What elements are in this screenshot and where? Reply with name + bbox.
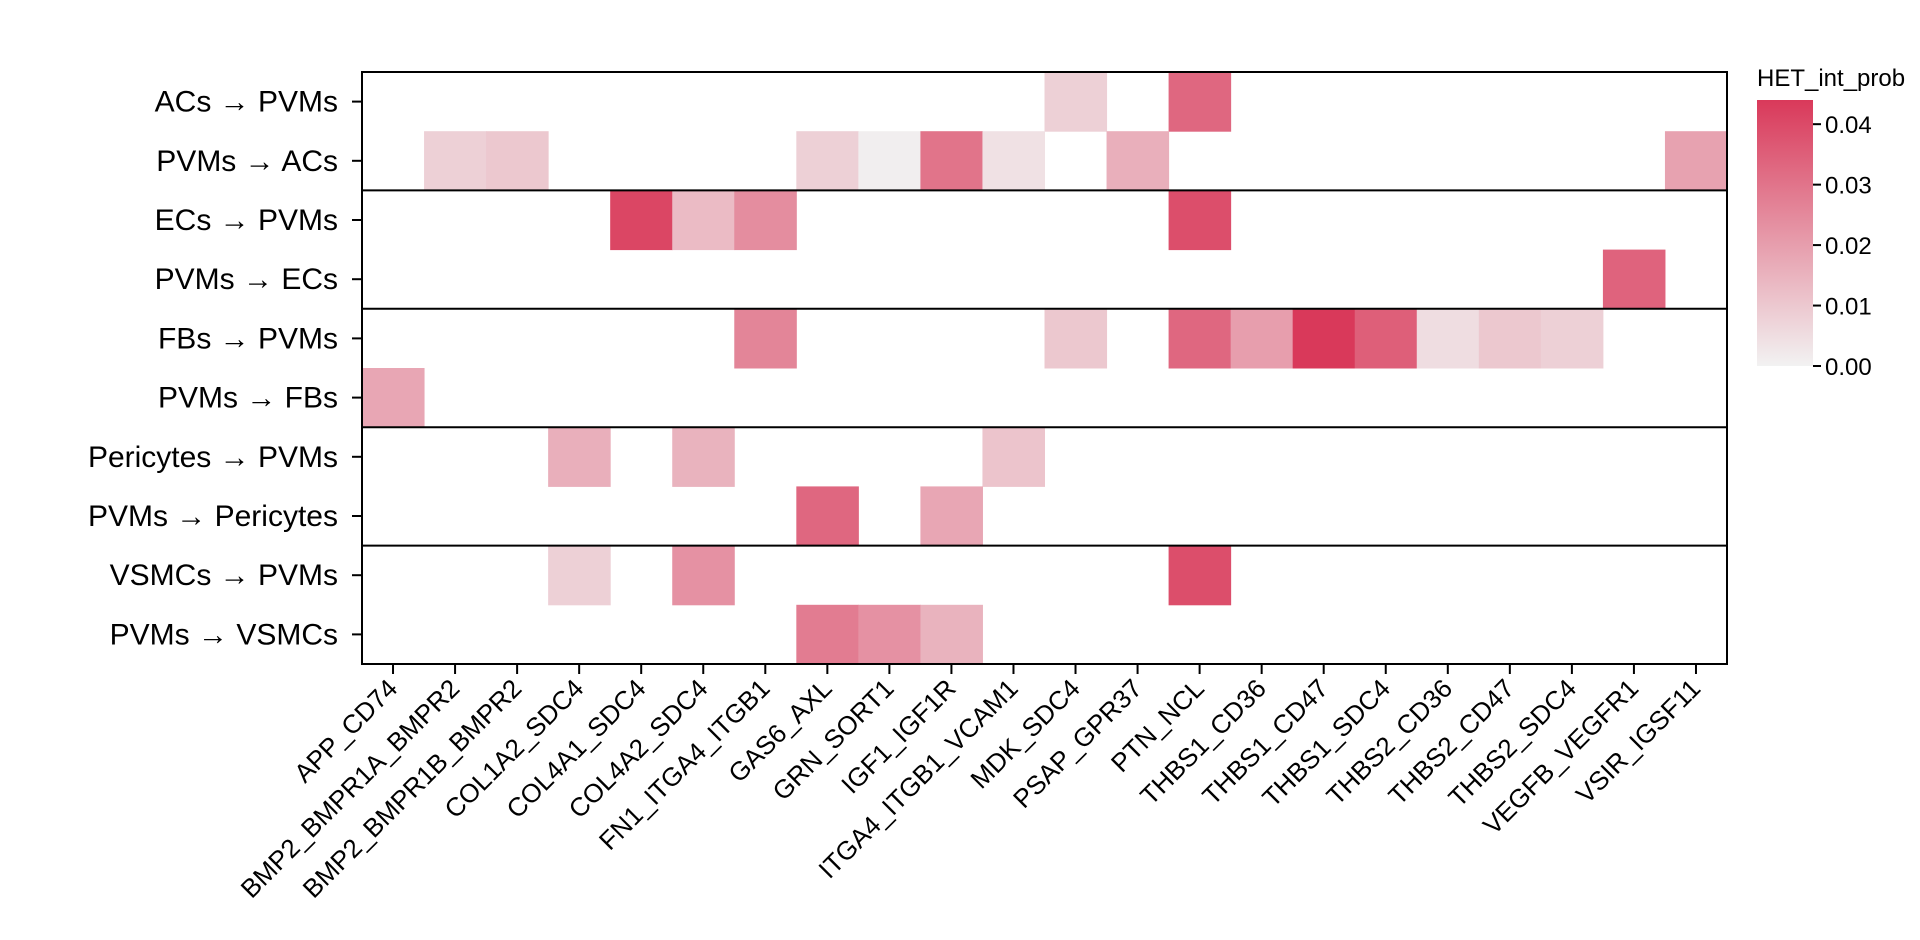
row-label: PVMs → Pericytes xyxy=(88,500,338,533)
heatmap-cell xyxy=(858,131,921,191)
heatmap-cell xyxy=(1044,308,1108,369)
row-label: VSMCs → PVMs xyxy=(110,559,338,592)
heatmap-cell xyxy=(672,190,735,251)
colorbar-legend: HET_int_prob 0.00 0.01 0.02 0.03 0.04 xyxy=(1757,65,1905,381)
heatmap-cell xyxy=(982,427,1045,487)
row-label: PVMs → VSMCs xyxy=(110,618,338,651)
heatmap-cell xyxy=(1540,308,1604,369)
colorbar-tick-label: 0.04 xyxy=(1825,112,1872,139)
heatmap-cell xyxy=(1168,190,1232,251)
heatmap-cell xyxy=(796,131,859,191)
heatmap-cell xyxy=(920,486,983,547)
heatmap-cell xyxy=(858,604,921,665)
heatmap-cell xyxy=(1168,72,1232,132)
heatmap-cell xyxy=(362,368,425,428)
heatmap-cell xyxy=(1230,308,1294,369)
heatmap-cell xyxy=(734,308,797,369)
colorbar-tick-label: 0.03 xyxy=(1825,173,1872,200)
cells-layer xyxy=(362,72,1728,665)
group-separators xyxy=(362,189,1727,547)
heatmap-cell xyxy=(1416,308,1480,369)
column-labels: APP_CD74BMP2_BMPR1A_BMPR2BMP2_BMPR1B_BMP… xyxy=(235,664,1706,904)
heatmap-cell xyxy=(982,131,1045,191)
heatmap-cell xyxy=(424,131,487,191)
row-label: FBs → PVMs xyxy=(158,322,338,355)
heatmap-cell xyxy=(486,131,549,191)
heatmap-cell xyxy=(610,190,673,251)
row-label: PVMs → ACs xyxy=(156,145,338,178)
row-label: PVMs → FBs xyxy=(158,382,338,415)
heatmap-cell xyxy=(1168,308,1232,369)
heatmap-cell xyxy=(920,604,983,665)
heatmap-cell xyxy=(672,427,735,487)
colorbar-gradient xyxy=(1757,100,1813,366)
row-label: Pericytes → PVMs xyxy=(88,441,338,474)
row-label: PVMs → ECs xyxy=(155,263,338,296)
colorbar-tick-label: 0.02 xyxy=(1825,233,1872,260)
heatmap-cell xyxy=(1664,131,1728,191)
heatmap-cell xyxy=(548,427,611,487)
row-labels: ACs → PVMs PVMs → ACs ECs → PVMs PVMs → ECs… xyxy=(88,86,362,651)
colorbar-tick-label: 0.00 xyxy=(1825,354,1872,381)
row-label: ACs → PVMs xyxy=(155,86,338,119)
heatmap-cell xyxy=(1478,308,1542,369)
heatmap-cell xyxy=(1354,308,1418,369)
heatmap-cell xyxy=(1106,131,1170,191)
heatmap-cell xyxy=(1168,545,1232,606)
heatmap-cell xyxy=(1292,308,1356,369)
heatmap-cell xyxy=(1044,72,1108,132)
row-label: ECs → PVMs xyxy=(155,204,338,237)
heatmap-cell xyxy=(1602,249,1666,310)
heatmap-cell xyxy=(672,545,735,606)
heatmap-cell xyxy=(796,486,859,547)
colorbar-tick-label: 0.01 xyxy=(1825,294,1872,321)
heatmap-cell xyxy=(920,131,983,191)
heatmap-cell xyxy=(796,604,859,665)
heatmap-cell xyxy=(548,545,611,606)
heatmap-cell xyxy=(734,190,797,251)
colorbar-title: HET_int_prob xyxy=(1757,65,1905,92)
plot-frame xyxy=(361,71,1728,665)
